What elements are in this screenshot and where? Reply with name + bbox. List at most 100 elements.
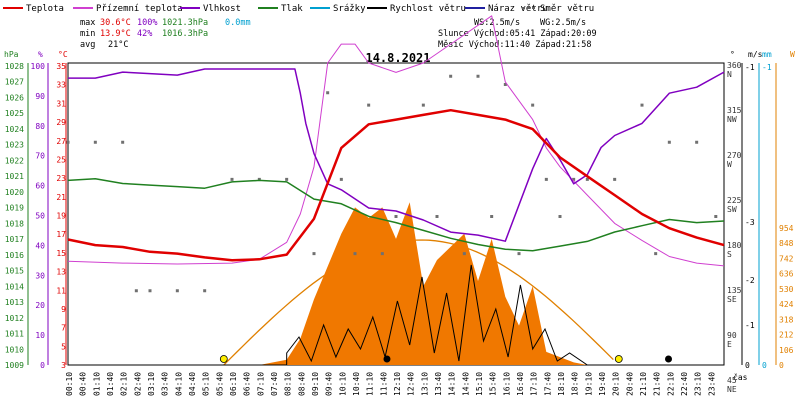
time-tick-label: 17:10	[530, 372, 539, 396]
radiation-tick-label: 0	[779, 361, 784, 370]
legend-label-vlhkost: Vlhkost	[203, 4, 241, 14]
wind-direction-dot	[148, 289, 152, 293]
wind-speed-tick-label: -3	[745, 218, 755, 227]
pressure-tick-label: 1014	[5, 282, 24, 291]
humidity-tick-label: 80	[35, 122, 45, 131]
wind-direction-dot	[490, 215, 494, 218]
time-tick-label: 07:10	[256, 372, 265, 396]
wind-direction-dot	[121, 140, 125, 144]
wind-direction-dot	[353, 252, 357, 256]
humidity-tick-label: 50	[35, 212, 45, 221]
pressure-tick-label: 1026	[5, 93, 24, 102]
axis-unit-pct: %	[38, 50, 43, 59]
time-tick-label: 05:10	[202, 372, 211, 396]
humidity-tick-label: 60	[35, 182, 45, 191]
temp-tick-label: 9	[61, 305, 66, 314]
wind-direction-dot	[134, 289, 138, 293]
temp-tick-label: 3	[61, 361, 66, 370]
wind-direction-dot	[326, 91, 330, 95]
wind-direction-dot	[476, 74, 480, 78]
temp-tick-label: 11	[56, 286, 66, 295]
stats-min-temp: 13.9°C	[100, 29, 131, 39]
legend-label-teplota: Teplota	[26, 4, 64, 14]
direction-tick-compass: SE	[727, 295, 737, 304]
pressure-tick-label: 1011	[5, 330, 24, 339]
stats-block: max 30.6°C 100% 1021.3hPa 0.0mm min 13.9…	[80, 18, 251, 50]
time-tick-label: 20:40	[625, 372, 634, 396]
pressure-tick-label: 1015	[5, 267, 24, 276]
wind-direction-dot	[544, 177, 548, 181]
time-tick-label: 22:10	[666, 372, 675, 396]
time-tick-label: 12:40	[407, 372, 416, 396]
wind-direction-dot	[503, 83, 507, 86]
wind-direction-dot	[531, 103, 535, 107]
temp-tick-label: 13	[56, 268, 66, 277]
stats-max-press: 1021.3hPa	[162, 18, 208, 28]
wind-direction-dot	[367, 103, 371, 107]
time-tick-label: 04:40	[188, 372, 197, 396]
pressure-tick-label: 1009	[5, 361, 24, 370]
wind-direction-dot	[93, 140, 97, 144]
chart-marks: 3533312927252321191715131197531009080706…	[5, 15, 794, 396]
wind-direction-dot	[667, 140, 671, 144]
stats-max-label: max	[80, 18, 95, 28]
pressure-tick-label: 1025	[5, 109, 24, 118]
pressure-tick-label: 1012	[5, 314, 24, 323]
wind-direction-dot	[339, 177, 343, 181]
humidity-tick-label: 40	[35, 241, 45, 250]
time-tick-label: 15:40	[489, 372, 498, 396]
direction-tick-degrees: 315	[727, 106, 742, 115]
time-tick-label: 20:10	[612, 372, 621, 396]
direction-tick-compass: SW	[727, 205, 737, 214]
humidity-tick-label: 90	[35, 92, 45, 101]
pressure-tick-label: 1028	[5, 62, 24, 71]
wind-direction-dot	[572, 177, 576, 181]
time-tick-label: 18:10	[557, 372, 566, 396]
wind-speed-tick-label: -1	[745, 63, 755, 72]
wind-direction-dot	[257, 177, 261, 181]
moonset-marker	[665, 355, 673, 363]
time-tick-label: 23:40	[707, 372, 716, 396]
wind-direction-dot	[435, 215, 439, 218]
info-sun: Slunce Východ:05:41 Západ:20:09	[438, 29, 597, 39]
time-tick-label: 08:10	[284, 372, 293, 396]
stats-min-label: min	[80, 29, 95, 39]
wind-direction-dot	[175, 289, 179, 293]
rain-tick-label: -1	[762, 63, 772, 72]
time-tick-label: 21:40	[653, 372, 662, 396]
direction-tick-degrees: 135	[727, 286, 742, 295]
time-tick-label: 00:40	[79, 372, 88, 396]
wind-direction-dot	[558, 215, 562, 218]
stats-max-hum: 100%	[137, 18, 157, 28]
time-tick-label: 23:10	[694, 372, 703, 396]
time-tick-label: 16:40	[516, 372, 525, 396]
pressure-line	[67, 178, 725, 252]
temp-tick-label: 25	[56, 155, 66, 164]
time-tick-label: 22:40	[680, 372, 689, 396]
axis-unit-deg: °	[730, 50, 735, 59]
direction-tick-compass: E	[727, 340, 732, 349]
time-tick-label: 11:10	[366, 372, 375, 396]
direction-tick-compass: S	[727, 250, 732, 259]
time-tick-label: 06:10	[229, 372, 238, 396]
wind-direction-dot	[285, 177, 289, 181]
radiation-area	[223, 202, 588, 365]
moonrise-marker	[383, 355, 391, 363]
time-tick-label: 19:40	[598, 372, 607, 396]
time-tick-label: 12:10	[393, 372, 402, 396]
pressure-tick-label: 1022	[5, 156, 24, 165]
temp-tick-label: 21	[56, 193, 66, 202]
pressure-tick-label: 1016	[5, 251, 24, 260]
axis-unit-mm: mm	[762, 50, 772, 59]
pressure-tick-label: 1017	[5, 235, 24, 244]
wind-direction-dot	[462, 252, 466, 256]
wind-speed-tick-label: -1	[745, 321, 755, 330]
wind-direction-dot	[203, 289, 207, 293]
radiation-tick-label: 636	[779, 270, 794, 279]
legend-label-naraz-vetru: Náraz větru	[488, 4, 548, 14]
wind-direction-dot	[640, 103, 644, 107]
time-tick-label: 15:10	[475, 372, 484, 396]
time-tick-label: 18:40	[571, 372, 580, 396]
